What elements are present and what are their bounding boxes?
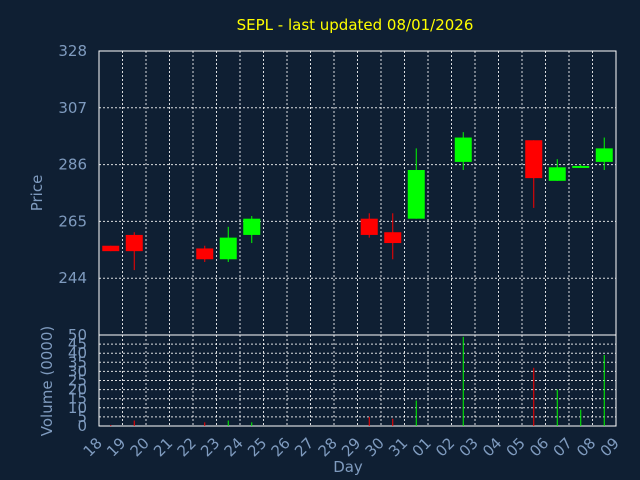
- volume-y-tick-label: 45: [68, 335, 87, 353]
- candle: [384, 213, 402, 260]
- price-grid: [99, 51, 616, 335]
- volume-y-tick-label: 5: [77, 408, 87, 426]
- candle: [102, 245, 120, 252]
- volume-y-tick-label: 10: [68, 399, 87, 417]
- candle-body: [572, 165, 590, 168]
- candle-body: [525, 140, 543, 179]
- price-y-tick-label: 265: [58, 212, 87, 230]
- volume-y-tick-label: 25: [68, 372, 87, 390]
- volume-y-tick-label: 40: [68, 344, 87, 362]
- price-y-tick-label: 307: [58, 99, 87, 117]
- volume-y-tick-label: 15: [68, 390, 87, 408]
- volume-y-tick-label: 30: [68, 362, 87, 380]
- volume-grid: [99, 335, 616, 426]
- candle-body: [125, 234, 143, 252]
- volume-bar-series: [110, 336, 605, 426]
- volume-y-tick-label: 35: [68, 353, 87, 371]
- candle-body: [243, 218, 261, 235]
- candle: [196, 245, 214, 262]
- x-tick-labels: 1819202122232425262728293031010203040506…: [80, 434, 623, 460]
- candle-body: [595, 148, 613, 162]
- candle: [572, 164, 590, 168]
- x-axis-label: Day: [333, 458, 363, 476]
- candle: [219, 226, 237, 262]
- price-y-tick-label: 244: [58, 269, 87, 287]
- candle-body: [196, 248, 214, 260]
- candle-body: [407, 170, 425, 219]
- candle-body: [219, 237, 237, 260]
- candle: [360, 213, 378, 238]
- volume-y-tick-label: 0: [77, 417, 87, 435]
- candle-body: [384, 232, 402, 244]
- candle: [407, 148, 425, 219]
- candle-body: [360, 218, 378, 235]
- chart-title: SEPL - last updated 08/01/2026: [237, 16, 474, 34]
- candle: [454, 132, 472, 171]
- price-axis-label: Price: [28, 175, 46, 212]
- candle: [243, 215, 261, 244]
- candle: [525, 140, 543, 208]
- candle-body: [454, 137, 472, 162]
- candle: [595, 137, 613, 171]
- candle-body: [548, 167, 566, 181]
- candlestick-series: [102, 132, 613, 271]
- volume-y-tick-label: 50: [68, 326, 87, 344]
- candle-body: [102, 245, 120, 252]
- candle: [548, 159, 566, 181]
- price-y-tick-label: 286: [58, 156, 87, 174]
- volume-axis-label: Volume (0000): [38, 326, 56, 436]
- price-y-tick-labels: 244 265 286 307 328: [58, 42, 87, 287]
- volume-y-tick-label: 20: [68, 381, 87, 399]
- candle: [125, 232, 143, 271]
- price-y-tick-label: 328: [58, 42, 87, 60]
